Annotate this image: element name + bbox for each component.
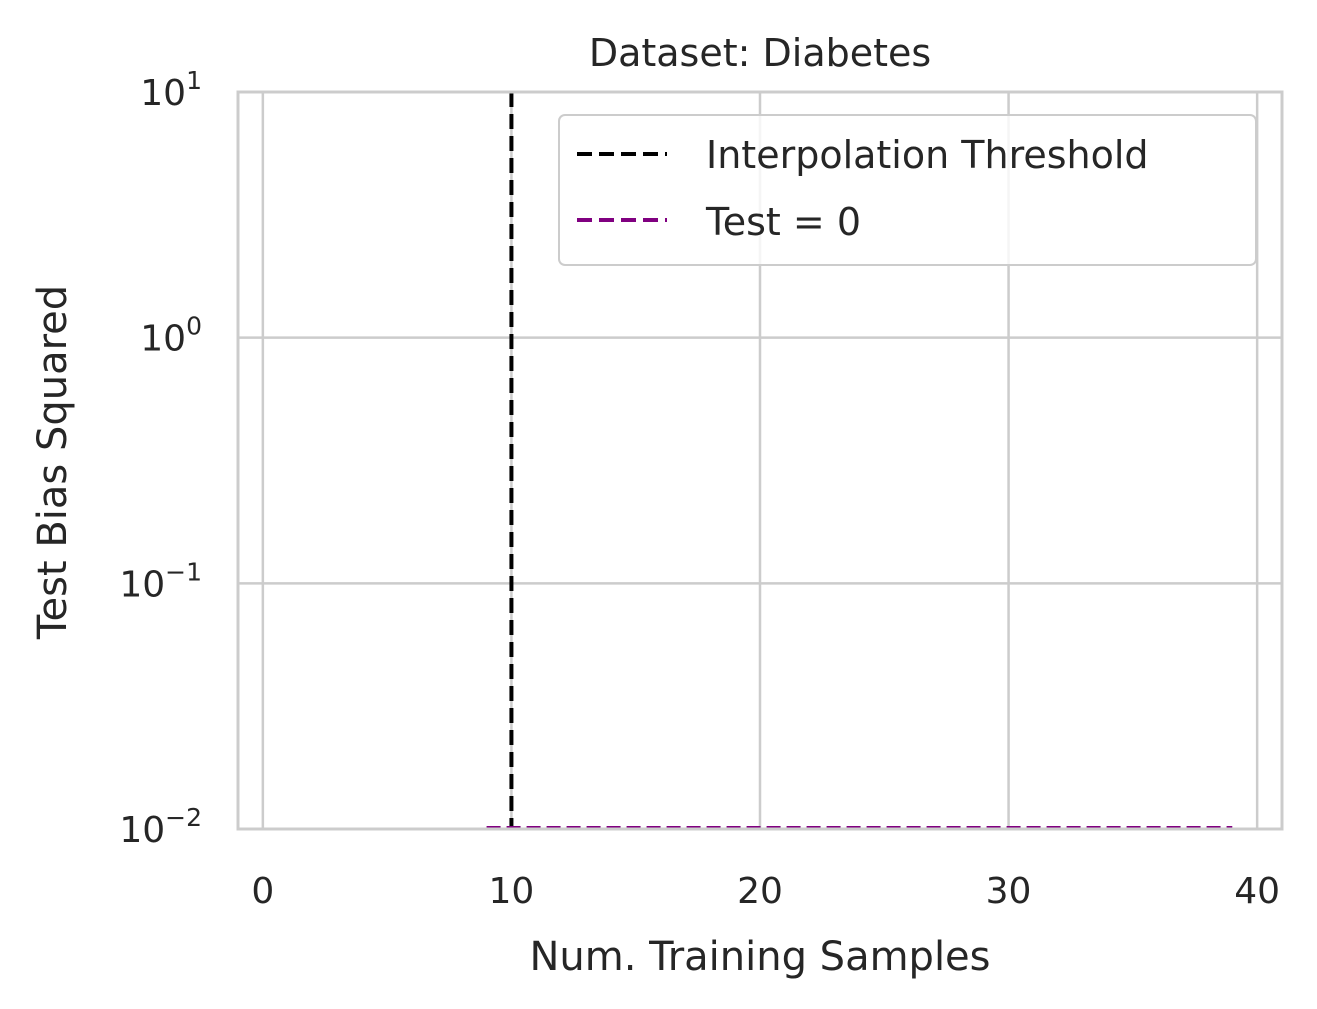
y-tick-label: 10−1 [119,557,202,605]
x-tick-label: 0 [251,871,274,912]
tick-labels: 0 10 20 30 40 10−2 10−1 100 101 [119,66,1280,912]
legend-label-interpolation-threshold: Interpolation Threshold [706,133,1149,177]
x-tick-label: 40 [1234,871,1280,912]
x-tick-label: 20 [737,871,783,912]
legend-box [558,114,1257,266]
legend: Interpolation Threshold Test = 0 [558,114,1257,266]
x-tick-label: 10 [489,871,535,912]
legend-label-test-zero: Test = 0 [705,200,861,244]
y-axis-label: Test Bias Squared [30,285,76,640]
y-tick-label: 101 [140,66,202,114]
axes-frame [236,90,1284,831]
series-layer [486,92,1233,829]
chart-title: Dataset: Diabetes [589,31,931,75]
y-tick-label: 10−2 [119,803,202,851]
y-tick-label: 100 [140,312,202,360]
plot-border [236,90,1284,831]
x-axis-label: Num. Training Samples [529,934,990,980]
x-tick-label: 30 [986,871,1032,912]
